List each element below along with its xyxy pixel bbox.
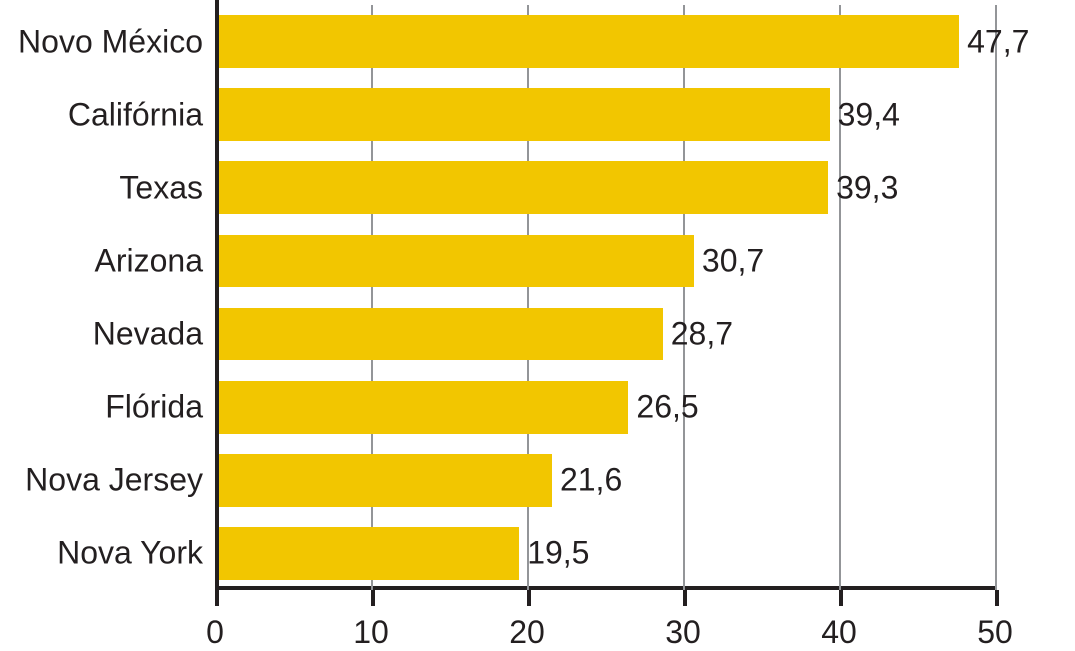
x-tick-label: 50 [977, 614, 1013, 651]
x-tick-label: 30 [665, 614, 701, 651]
bar [219, 88, 830, 141]
bar-value-label: 21,6 [560, 462, 622, 499]
y-category-label: Nova York [57, 535, 203, 572]
bar-value-label: 26,5 [636, 389, 698, 426]
x-tick [683, 590, 687, 606]
x-axis [215, 586, 995, 590]
x-tick [995, 590, 999, 606]
y-category-label: Nevada [93, 316, 203, 353]
y-category-label: Arizona [95, 242, 204, 279]
bar [219, 527, 519, 580]
bar-value-label: 19,5 [527, 535, 589, 572]
y-category-label: Novo México [18, 23, 203, 60]
bar-value-label: 47,7 [967, 23, 1029, 60]
x-gridline [839, 5, 841, 590]
x-tick [839, 590, 843, 606]
x-tick-label: 10 [353, 614, 389, 651]
bar-value-label: 39,3 [836, 169, 898, 206]
bar [219, 308, 663, 361]
plot-area: 0102030405047,7Novo México39,4Califórnia… [215, 5, 995, 590]
x-tick [215, 590, 219, 606]
bar [219, 161, 828, 214]
x-tick-label: 20 [509, 614, 545, 651]
y-category-label: Flórida [105, 389, 203, 426]
bar-value-label: 39,4 [838, 96, 900, 133]
bar [219, 454, 552, 507]
y-category-label: Texas [119, 169, 203, 206]
y-category-label: Califórnia [68, 96, 203, 133]
x-gridline [995, 5, 997, 590]
bar [219, 235, 694, 288]
x-tick [527, 590, 531, 606]
x-tick-label: 0 [206, 614, 224, 651]
bar [219, 15, 959, 68]
bar-value-label: 28,7 [671, 316, 733, 353]
bar [219, 381, 628, 434]
y-category-label: Nova Jersey [25, 462, 203, 499]
x-tick-label: 40 [821, 614, 857, 651]
bar-value-label: 30,7 [702, 242, 764, 279]
chart-container: 0 10 20 30 40 50 47,7 Novo México 39,4 Califórnia… [0, 0, 1075, 650]
x-tick [371, 590, 375, 606]
